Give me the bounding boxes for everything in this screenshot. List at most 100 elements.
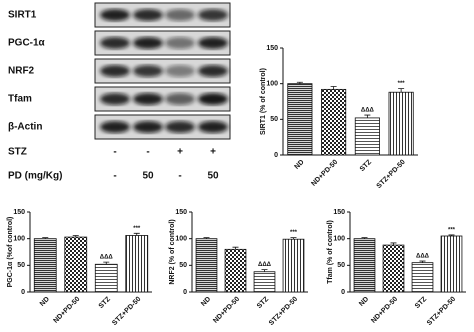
error-bar [232, 246, 239, 250]
x-tick-label: ND+PD-50 [370, 296, 399, 325]
x-tick-label: ND [358, 296, 370, 308]
western-blot: SIRT1 PGC-1α NRF2 Tfam β-Actin STZ PD (mg/Kg) -… [8, 2, 231, 182]
error-bar [261, 269, 268, 272]
y-tick-label: 50 [337, 262, 345, 269]
x-tick-label: STZ [414, 295, 429, 310]
bar [321, 88, 347, 156]
significance-label: ΔΔΔ [416, 254, 430, 260]
pd-dose: 50 [142, 171, 154, 182]
pd-label: PD (mg/Kg) [8, 171, 62, 182]
x-tick-label: STZ+PD-50 [111, 296, 142, 327]
blot-band [133, 121, 163, 133]
pd-dose: - [113, 171, 116, 182]
y-tick-label: 100 [13, 236, 25, 243]
x-tick-label: STZ+PD-50 [376, 159, 407, 190]
bar [354, 117, 380, 156]
error-bar [103, 261, 110, 265]
blot-band [198, 37, 228, 49]
y-tick-label: 150 [13, 209, 25, 216]
error-bar [390, 242, 397, 246]
significance-label: ΔΔΔ [361, 108, 375, 114]
blot-band [100, 93, 130, 105]
bar [64, 236, 88, 293]
blot-label: SIRT1 [8, 10, 37, 21]
y-tick-label: 50 [270, 116, 278, 123]
blot-band [165, 93, 195, 105]
y-tick-label: 150 [266, 45, 278, 52]
significance-label: ΔΔΔ [258, 262, 272, 268]
significance-label: *** [448, 228, 456, 234]
blot-band [100, 121, 130, 133]
bar [287, 83, 313, 156]
x-tick-label: ND [39, 296, 51, 308]
significance-label: ΔΔΔ [100, 255, 114, 261]
y-tick-label: 150 [333, 209, 345, 216]
x-tick-label: STZ [359, 158, 374, 173]
pd-dose: - [178, 171, 181, 182]
blot-band [198, 65, 228, 77]
x-tick-label: ND [200, 296, 212, 308]
bar [353, 238, 376, 293]
bar [224, 248, 247, 293]
blot-band [198, 121, 228, 133]
y-tick-label: 100 [175, 236, 187, 243]
error-bar [364, 114, 371, 118]
x-tick-label: STZ+PD-50 [426, 296, 457, 327]
blot-band [165, 9, 195, 21]
x-tick-label: ND+PD-50 [212, 296, 241, 325]
y-axis-label: SIRT1 (% of control) [260, 68, 267, 135]
y-axis-label: Tfam (% of control) [327, 220, 334, 284]
pd-dose: 50 [207, 171, 219, 182]
error-bar [398, 88, 405, 93]
stz-sign: - [113, 147, 116, 158]
blot-band [100, 37, 130, 49]
blot-band [198, 9, 228, 21]
error-bar [361, 237, 368, 239]
x-tick-label: ND+PD-50 [310, 159, 339, 188]
significance-label: *** [398, 81, 406, 87]
blot-band [100, 9, 130, 21]
bar [282, 238, 305, 293]
significance-label: *** [133, 226, 141, 232]
y-axis-label: NRF2 (% of control) [169, 219, 176, 284]
y-tick-label: 0 [183, 289, 187, 296]
error-bar [296, 81, 303, 84]
error-bar [419, 260, 426, 263]
stz-sign: + [177, 147, 183, 158]
x-tick-label: STZ [98, 295, 113, 310]
error-bar [133, 232, 140, 236]
bar [33, 238, 57, 293]
error-bar [203, 237, 210, 239]
blot-band [165, 121, 195, 133]
bar [411, 262, 434, 293]
x-tick-label: STZ [256, 295, 271, 310]
stz-sign: + [210, 147, 216, 158]
y-tick-label: 0 [274, 152, 278, 159]
y-tick-label: 50 [179, 262, 187, 269]
bar [195, 238, 218, 293]
bar [125, 235, 149, 293]
significance-label: *** [290, 230, 298, 236]
blot-label: NRF2 [8, 66, 35, 77]
x-tick-label: ND [293, 159, 305, 171]
blot-band [198, 93, 228, 105]
blot-label: PGC-1α [8, 38, 46, 49]
x-tick-label: STZ+PD-50 [268, 296, 299, 327]
y-tick-label: 100 [266, 81, 278, 88]
blot-label: β-Actin [8, 122, 42, 133]
error-bar [330, 86, 337, 90]
stz-sign: - [146, 147, 149, 158]
y-tick-label: 50 [17, 262, 25, 269]
bar [382, 244, 405, 293]
blot-band [165, 37, 195, 49]
y-tick-label: 0 [21, 289, 25, 296]
bar [440, 235, 463, 293]
blot-band [133, 93, 163, 105]
bar [94, 263, 118, 293]
x-tick-label: ND+PD-50 [52, 296, 81, 325]
blot-band [133, 37, 163, 49]
blot-band [133, 9, 163, 21]
y-axis-label: PGC-1α (%of control) [7, 217, 14, 288]
y-tick-label: 100 [333, 236, 345, 243]
